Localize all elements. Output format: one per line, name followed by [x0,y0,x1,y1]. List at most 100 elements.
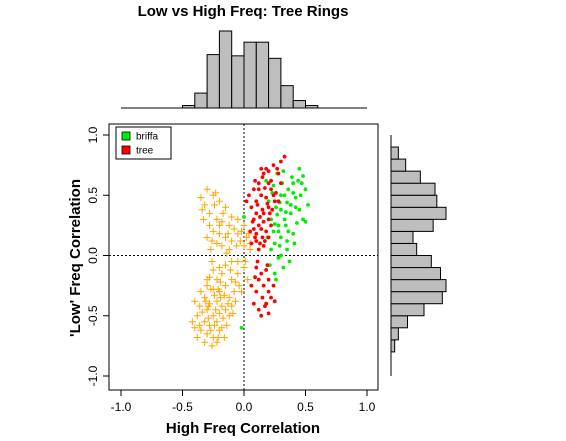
data-point [259,227,264,231]
data-point [275,212,280,217]
data-point [279,181,283,186]
top-hist-bar [280,85,294,109]
data-point [219,209,227,217]
data-point [228,237,236,245]
top-hist-bar [268,57,282,109]
data-point [204,302,212,310]
data-point [266,277,271,282]
data-point [264,268,269,272]
top-hist-bar [206,54,220,109]
data-point [256,223,261,228]
data-point [285,239,289,243]
data-point [260,175,265,180]
data-point [261,211,266,216]
data-point [218,218,226,226]
data-point [250,219,255,224]
data-point [275,166,280,171]
data-point [207,245,215,253]
data-point [249,283,254,288]
data-point [297,166,302,171]
data-point [218,302,226,310]
data-point [263,304,267,309]
data-point [286,229,291,234]
top-hist-bar [243,41,257,109]
data-point [269,178,273,183]
data-point [220,291,228,299]
data-point [228,213,236,221]
right-hist-bar [390,291,443,305]
data-point [264,178,269,183]
top-hist-bar [255,41,270,109]
y-axis-label: 'Low' Freq Correlation [67,179,84,337]
data-point [281,265,286,270]
right-hist-bar [390,255,432,269]
top-hist-bar [194,92,208,109]
data-point [213,215,221,223]
data-point [276,171,281,176]
data-point [261,283,266,288]
data-point [253,178,257,183]
data-point [224,300,232,308]
data-point [279,159,283,164]
data-point [201,338,209,346]
data-point [210,201,218,209]
data-point [254,239,259,243]
data-point [212,306,220,314]
data-point [253,275,257,280]
data-point [298,193,303,198]
data-point [299,181,304,186]
right-hist-bar [390,315,408,329]
data-point [260,235,265,240]
data-point [279,207,283,212]
data-point [209,227,217,235]
top-marginal-histogram [121,30,367,109]
data-point [203,330,211,338]
data-point [225,221,233,229]
data-point [240,242,248,250]
data-point [228,302,236,310]
data-point [296,178,301,183]
data-point [285,200,289,205]
data-point [271,229,276,234]
data-point [225,294,233,302]
data-point [287,259,292,264]
data-point [271,283,276,288]
data-point [231,278,239,286]
data-point [213,276,221,284]
data-point [269,187,273,192]
chart-title: Low vs High Freq: Tree Rings [138,3,349,20]
data-point [215,221,223,229]
right-hist-bar [390,339,396,353]
data-point [292,241,297,246]
y-tick-label: 0.0 [86,247,100,264]
data-point [213,239,221,247]
data-point [234,215,242,223]
data-point [267,211,272,216]
data-point [274,205,278,210]
data-point [266,169,271,174]
data-point [256,181,261,186]
data-point [225,245,233,253]
data-point [226,266,234,274]
data-point [199,215,207,223]
data-point [230,225,238,233]
data-point [244,199,249,204]
data-point [291,181,296,186]
legend-label-tree: tree [136,146,154,157]
data-point [303,219,308,224]
data-point [215,326,223,334]
series-orange-plus [188,185,254,350]
data-point [249,205,254,210]
data-point [266,181,271,186]
right-hist-bar [390,230,414,244]
data-point [283,210,288,215]
data-point [197,326,205,334]
data-point [244,276,252,284]
data-point [230,288,238,296]
data-point [201,318,209,326]
data-point [264,166,269,171]
right-hist-bar [390,194,438,208]
y-tick-label: -0.5 [86,305,100,326]
data-point [266,311,271,316]
